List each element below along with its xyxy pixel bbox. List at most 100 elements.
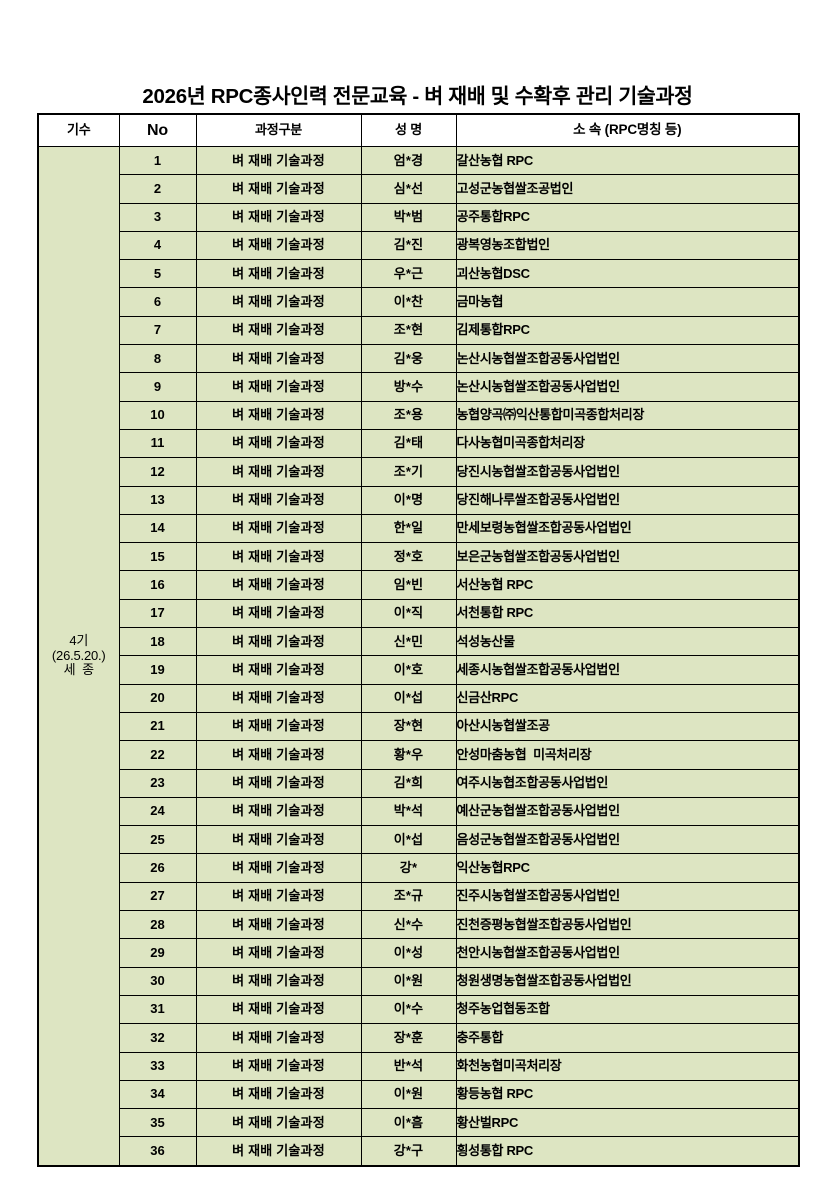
cell-no: 4 [118,230,197,261]
cell-org: 괴산농협DSC [455,259,800,289]
table-row: 12 벼 재배 기술과정 조*기 당진시농협쌀조합공동사업법인 [38,457,800,487]
cell-org: 농협양곡㈜익산통합미곡종합처리장 [455,400,800,430]
cell-course: 벼 재배 기술과정 [195,457,362,487]
roster-table-container: 기수 No 과정구분 성 명 소 속 (RPC명칭 등) 4기 (26.5.20.… [37,113,800,1167]
cell-name: 이*명 [360,485,457,515]
cell-name: 이*직 [360,598,457,629]
table-row: 27 벼 재배 기술과정 조*규 진주시농협쌀조합공동사업법인 [38,881,800,912]
cell-course: 벼 재배 기술과정 [195,400,362,430]
cell-org: 진천증평농협쌀조합공동사업법인 [455,910,800,940]
gisu-line-3: 세 종 [63,661,95,677]
cell-org: 당진해나루쌀조합공동사업법인 [455,485,800,515]
table-row: 14 벼 재배 기술과정 한*일 만세보령농협쌀조합공동사업법인 [38,513,800,544]
cell-org: 서천통합 RPC [455,598,800,629]
cell-name: 강* [360,853,457,883]
cell-org: 당진시농협쌀조합공동사업법인 [455,457,800,487]
cell-gisu-merged: 4기 (26.5.20.) 세 종 [37,145,120,1167]
cell-name: 강*구 [360,1136,457,1167]
cell-course: 벼 재배 기술과정 [195,1079,362,1110]
cell-name: 이*호 [360,655,457,685]
cell-course: 벼 재배 기술과정 [195,994,362,1025]
cell-org: 익산농협RPC [455,853,800,883]
table-row: 23 벼 재배 기술과정 김*희 여주시농협조합공동사업법인 [38,768,800,798]
cell-no: 32 [118,1023,197,1053]
cell-name: 이*원 [360,1079,457,1110]
cell-course: 벼 재배 기술과정 [195,145,362,176]
cell-org: 김제통합RPC [455,315,800,346]
cell-name: 김*희 [360,768,457,798]
cell-course: 벼 재배 기술과정 [195,711,362,742]
cell-name: 박*범 [360,202,457,232]
cell-no: 12 [118,457,197,487]
column-header-course: 과정구분 [195,113,362,147]
cell-name: 한*일 [360,513,457,544]
cell-course: 벼 재배 기술과정 [195,287,362,317]
cell-name: 이*섭 [360,683,457,713]
cell-org: 아산시농협쌀조공 [455,711,800,742]
cell-name: 조*기 [360,457,457,487]
cell-no: 7 [118,315,197,346]
cell-course: 벼 재배 기술과정 [195,740,362,770]
cell-name: 김*웅 [360,344,457,374]
cell-no: 31 [118,994,197,1025]
cell-org: 보은군농협쌀조합공동사업법인 [455,542,800,572]
cell-org: 화천농협미곡처리장 [455,1051,800,1081]
cell-org: 세종시농협쌀조합공동사업법인 [455,655,800,685]
column-header-no: No [118,113,197,147]
cell-course: 벼 재배 기술과정 [195,881,362,912]
cell-no: 13 [118,485,197,515]
cell-no: 1 [118,145,197,176]
cell-no: 24 [118,796,197,827]
table-row: 35 벼 재배 기술과정 이*흠 황산벌RPC [38,1108,800,1138]
cell-course: 벼 재배 기술과정 [195,598,362,629]
cell-name: 반*석 [360,1051,457,1081]
cell-course: 벼 재배 기술과정 [195,485,362,515]
cell-course: 벼 재배 기술과정 [195,542,362,572]
cell-course: 벼 재배 기술과정 [195,627,362,657]
cell-name: 조*용 [360,400,457,430]
cell-name: 엄*경 [360,145,457,176]
table-row: 25 벼 재배 기술과정 이*섭 음성군농협쌀조합공동사업법인 [38,825,800,855]
cell-no: 22 [118,740,197,770]
gisu-line-2: (26.5.20.) [51,647,106,663]
table-row: 20 벼 재배 기술과정 이*섭 신금산RPC [38,683,800,713]
cell-org: 황등농협 RPC [455,1079,800,1110]
cell-org: 갈산농협 RPC [455,145,800,176]
cell-name: 박*석 [360,796,457,827]
cell-no: 11 [118,428,197,459]
cell-org: 서산농협 RPC [455,570,800,600]
cell-no: 19 [118,655,197,685]
cell-org: 충주통합 [455,1023,800,1053]
cell-name: 조*규 [360,881,457,912]
cell-no: 9 [118,372,197,402]
cell-name: 이*원 [360,966,457,996]
cell-course: 벼 재배 기술과정 [195,344,362,374]
cell-course: 벼 재배 기술과정 [195,768,362,798]
cell-org: 여주시농협조합공동사업법인 [455,768,800,798]
cell-course: 벼 재배 기술과정 [195,966,362,996]
cell-course: 벼 재배 기술과정 [195,655,362,685]
cell-org: 광복영농조합법인 [455,230,800,261]
page-title: 2026년 RPC종사인력 전문교육 - 벼 재배 및 수확후 관리 기술과정 [142,85,693,108]
cell-course: 벼 재배 기술과정 [195,1108,362,1138]
cell-no: 34 [118,1079,197,1110]
roster-table: 기수 No 과정구분 성 명 소 속 (RPC명칭 등) 4기 (26.5.20.… [37,113,800,1167]
table-row: 34 벼 재배 기술과정 이*원 황등농협 RPC [38,1079,800,1110]
table-row: 24 벼 재배 기술과정 박*석 예산군농협쌀조합공동사업법인 [38,796,800,827]
cell-no: 6 [118,287,197,317]
cell-name: 장*훈 [360,1023,457,1053]
cell-name: 임*빈 [360,570,457,600]
cell-org: 논산시농협쌀조합공동사업법인 [455,372,800,402]
table-row: 26 벼 재배 기술과정 강* 익산농협RPC [38,853,800,883]
cell-name: 김*태 [360,428,457,459]
cell-course: 벼 재배 기술과정 [195,230,362,261]
table-row: 31 벼 재배 기술과정 이*수 청주농업협동조합 [38,994,800,1025]
cell-org: 논산시농협쌀조합공동사업법인 [455,344,800,374]
table-row: 17 벼 재배 기술과정 이*직 서천통합 RPC [38,598,800,629]
cell-name: 방*수 [360,372,457,402]
